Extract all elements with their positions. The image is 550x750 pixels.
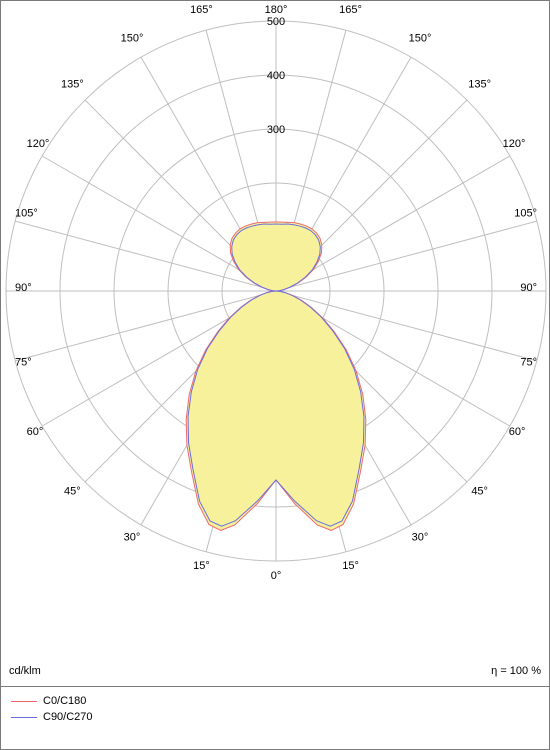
svg-text:45°: 45° bbox=[64, 486, 81, 498]
legend-label: C0/C180 bbox=[43, 695, 86, 707]
efficiency-label: η = 100 % bbox=[491, 665, 541, 677]
svg-text:150°: 150° bbox=[409, 33, 432, 45]
svg-text:30°: 30° bbox=[124, 531, 141, 543]
legend-item: C90/C270 bbox=[11, 709, 93, 725]
svg-text:75°: 75° bbox=[520, 357, 537, 369]
svg-text:165°: 165° bbox=[190, 4, 213, 16]
svg-text:30°: 30° bbox=[412, 531, 429, 543]
svg-text:135°: 135° bbox=[61, 78, 84, 90]
svg-text:120°: 120° bbox=[503, 138, 526, 150]
svg-text:75°: 75° bbox=[15, 357, 32, 369]
svg-text:0°: 0° bbox=[271, 570, 282, 582]
svg-text:15°: 15° bbox=[342, 560, 359, 572]
svg-text:90°: 90° bbox=[520, 282, 537, 294]
axis-unit-label: cd/klm bbox=[9, 665, 41, 677]
svg-text:105°: 105° bbox=[15, 207, 38, 219]
svg-text:180°: 180° bbox=[265, 4, 288, 16]
legend-label: C90/C270 bbox=[43, 711, 93, 723]
svg-text:150°: 150° bbox=[121, 33, 144, 45]
svg-text:45°: 45° bbox=[471, 486, 488, 498]
legend-item: C0/C180 bbox=[11, 693, 93, 709]
svg-text:120°: 120° bbox=[27, 138, 50, 150]
svg-text:165°: 165° bbox=[339, 4, 362, 16]
svg-text:400: 400 bbox=[267, 70, 285, 82]
legend-swatch bbox=[11, 701, 37, 702]
polar-svg: 300 400 500 0° 15° 30° 45° 60° 75° 90° 105° 120° 135… bbox=[1, 1, 550, 686]
svg-text:300: 300 bbox=[267, 124, 285, 136]
legend: C0/C180 C90/C270 bbox=[11, 693, 93, 725]
svg-text:90°: 90° bbox=[15, 282, 32, 294]
svg-text:15°: 15° bbox=[193, 560, 210, 572]
svg-text:105°: 105° bbox=[514, 207, 537, 219]
legend-swatch bbox=[11, 717, 37, 718]
svg-text:60°: 60° bbox=[27, 426, 44, 438]
polar-plot-frame: { "chart": { "type": "polar-photometric"… bbox=[0, 0, 550, 750]
svg-text:60°: 60° bbox=[509, 426, 526, 438]
polar-plot-area: 300 400 500 0° 15° 30° 45° 60° 75° 90° 105° 120° 135… bbox=[1, 1, 550, 687]
svg-text:135°: 135° bbox=[468, 78, 491, 90]
svg-text:500: 500 bbox=[267, 16, 285, 28]
